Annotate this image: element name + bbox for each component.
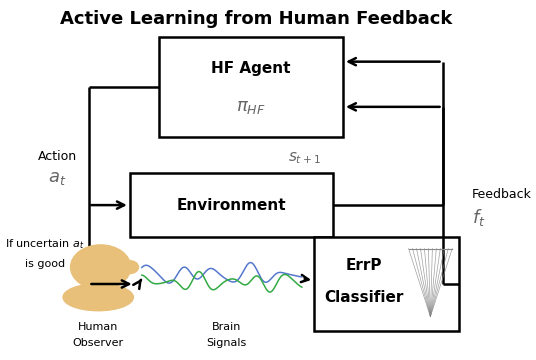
FancyBboxPatch shape xyxy=(130,173,333,237)
Ellipse shape xyxy=(63,284,133,311)
Text: $a_t$: $a_t$ xyxy=(48,169,66,187)
Circle shape xyxy=(121,261,138,274)
Text: Active Learning from Human Feedback: Active Learning from Human Feedback xyxy=(59,10,452,28)
Text: Feedback: Feedback xyxy=(472,188,532,201)
FancyBboxPatch shape xyxy=(159,37,343,137)
Circle shape xyxy=(71,245,131,289)
Text: Environment: Environment xyxy=(177,198,286,213)
Text: ErrP: ErrP xyxy=(345,258,382,273)
Text: Observer: Observer xyxy=(73,338,124,348)
Text: Classifier: Classifier xyxy=(324,289,403,305)
Text: $\pi_{HF}$: $\pi_{HF}$ xyxy=(236,98,266,116)
Text: If uncertain $a_t$: If uncertain $a_t$ xyxy=(5,238,85,251)
Text: HF Agent: HF Agent xyxy=(211,61,291,76)
Text: Human: Human xyxy=(78,322,118,332)
Text: $f_t$: $f_t$ xyxy=(472,207,485,228)
Text: $s_{t+1}$: $s_{t+1}$ xyxy=(288,150,321,166)
Text: Signals: Signals xyxy=(206,338,247,348)
Text: Brain: Brain xyxy=(212,322,241,332)
Bar xyxy=(92,270,105,284)
FancyBboxPatch shape xyxy=(314,237,459,330)
Text: is good: is good xyxy=(25,259,65,269)
Text: Action: Action xyxy=(38,150,77,163)
